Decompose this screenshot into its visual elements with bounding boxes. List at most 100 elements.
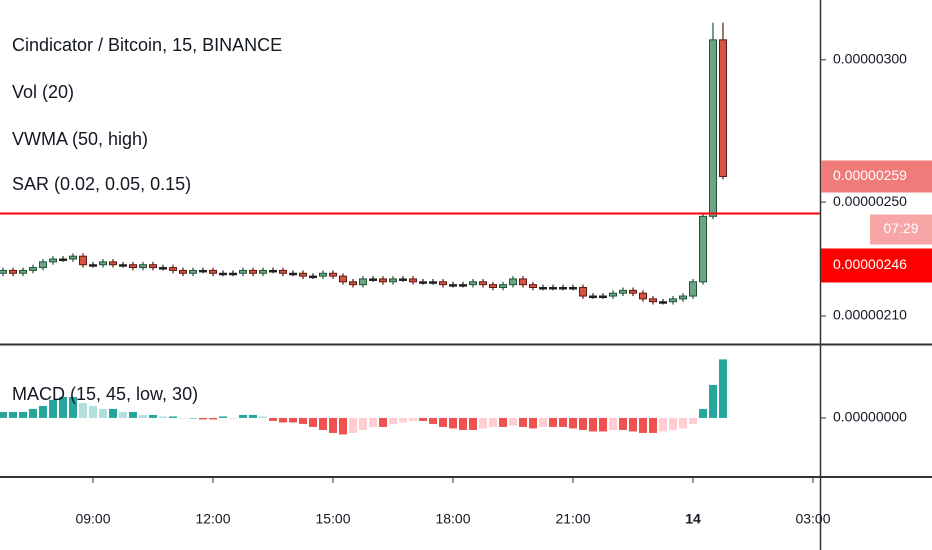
x-tick-label: 12:00 (195, 511, 230, 527)
candle-body (509, 278, 517, 286)
macd-bar (319, 417, 327, 430)
candle-body (219, 272, 227, 276)
candle-body (579, 286, 587, 297)
macd-bar (339, 417, 347, 435)
macd-bar (169, 416, 177, 418)
macd-bar (419, 417, 427, 421)
candle-body (369, 278, 377, 281)
macd-bar (299, 417, 307, 424)
candle-body (319, 272, 327, 277)
candle-body (379, 278, 387, 283)
candle-body (489, 284, 497, 288)
y-tick-label: 0.00000250 (833, 193, 907, 209)
candle-body (79, 255, 87, 266)
candle-body (119, 264, 127, 267)
macd-bar (119, 411, 127, 418)
macd-bar (409, 417, 417, 421)
y-tick-label: 0.00000210 (833, 307, 907, 323)
candle-body (209, 269, 217, 274)
candle-body (539, 286, 547, 290)
candle-body (239, 269, 247, 274)
macd-bar (249, 414, 257, 418)
candle-body (709, 39, 717, 217)
candle-body (719, 39, 727, 177)
candle-body (9, 269, 17, 274)
price-line-box (821, 248, 932, 283)
macd-bar (659, 417, 667, 432)
macd-bar (189, 417, 197, 419)
macd-bar (519, 417, 527, 427)
x-tick-label: 14 (685, 511, 701, 527)
candle-body (279, 269, 287, 274)
macd-bar (129, 411, 137, 418)
candle-body (499, 284, 507, 288)
macd-bar (589, 417, 597, 432)
macd-bar (99, 408, 107, 418)
countdown-label: 07:29 (883, 220, 918, 236)
candle-body (59, 258, 67, 262)
macd-bar (669, 417, 677, 430)
last-price-box (821, 160, 932, 193)
macd-bar (109, 408, 117, 418)
candle-body (639, 292, 647, 300)
macd-bar (349, 417, 357, 433)
candle-body (559, 286, 567, 290)
macd-bar (449, 417, 457, 429)
price-line-label: 0.00000246 (833, 256, 907, 272)
candle-body (249, 269, 257, 274)
candle-body (289, 272, 297, 276)
candle-body (479, 281, 487, 286)
candle-body (329, 272, 337, 277)
candle-body (199, 269, 207, 273)
macd-bar (309, 417, 317, 427)
macd-bar (0, 411, 7, 418)
candle-body (599, 295, 607, 299)
x-tick-label: 09:00 (75, 511, 110, 527)
x-tick-label: 03:00 (795, 511, 830, 527)
macd-bar (619, 417, 627, 430)
macd-bar (569, 417, 577, 429)
macd-bar (529, 417, 537, 429)
macd-bar (179, 417, 187, 419)
candle-body (109, 261, 117, 266)
macd-bar (469, 417, 477, 430)
macd-bar (389, 417, 397, 424)
candle-body (419, 281, 427, 284)
candle-body (549, 286, 557, 290)
candle-body (49, 258, 57, 263)
candle-body (609, 292, 617, 297)
macd-bar (429, 417, 437, 424)
macd-bar (649, 417, 657, 433)
candle-body (269, 269, 277, 273)
macd-bar (579, 417, 587, 430)
macd-bar (209, 417, 217, 420)
candle-body (29, 267, 37, 271)
candle-body (669, 298, 677, 303)
candle-body (359, 278, 367, 286)
candle-body (189, 269, 197, 274)
candle-body (529, 284, 537, 288)
macd-bar (9, 411, 17, 418)
candle-body (259, 269, 267, 274)
candle-body (519, 278, 527, 286)
macd-bar (89, 405, 97, 418)
macd-bar (239, 414, 247, 418)
macd-bar (29, 408, 37, 418)
candle-body (0, 269, 7, 274)
candle-body (619, 289, 627, 294)
macd-bar (229, 417, 237, 419)
macd-bar (399, 417, 407, 423)
macd-bar (629, 417, 637, 432)
candle-body (149, 264, 157, 269)
indicator-label: SAR (0.02, 0.05, 0.15) (12, 174, 191, 194)
macd-bar (59, 396, 67, 418)
candle-body (339, 275, 347, 283)
indicator-label: VWMA (50, high) (12, 129, 148, 149)
candle-body (399, 278, 407, 281)
macd-bar (489, 417, 497, 427)
macd-bar (359, 417, 367, 430)
candle-body (589, 295, 597, 299)
macd-bar (459, 417, 467, 430)
x-tick-label: 18:00 (435, 511, 470, 527)
